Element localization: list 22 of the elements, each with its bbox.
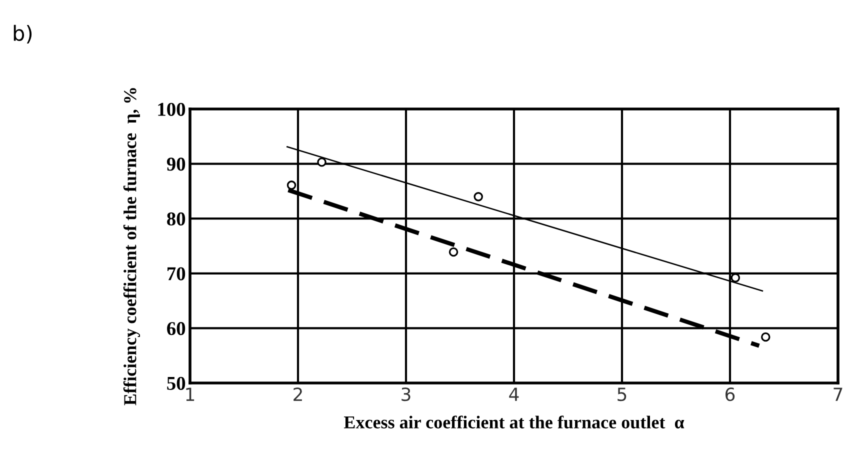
point bbox=[730, 273, 740, 282]
y-tick-label: 90 bbox=[166, 158, 186, 171]
x-tick-label: 3 bbox=[402, 387, 410, 402]
point bbox=[761, 332, 770, 342]
point bbox=[317, 158, 326, 167]
x-axis-title: Excess air coefficient at the furnace outlet α bbox=[344, 416, 684, 428]
x-tick-label: 2 bbox=[294, 387, 302, 401]
text: b) bbox=[14, 24, 32, 44]
y-tick-label: 50 bbox=[167, 376, 186, 390]
x-tick-label: 7 bbox=[834, 388, 842, 401]
x-tick-label: 1 bbox=[186, 388, 194, 401]
y-tick-label: 100 bbox=[158, 102, 186, 116]
y-tick-label: 70 bbox=[168, 267, 186, 280]
point bbox=[286, 180, 296, 190]
x-tick-label: 5 bbox=[618, 388, 626, 402]
point bbox=[474, 192, 483, 202]
x-tick-label: 6 bbox=[726, 387, 735, 402]
y-tick-label: 80 bbox=[167, 212, 186, 226]
point bbox=[448, 247, 458, 257]
y-axis-title: Efficiency coefficient of the furnace η, % bbox=[123, 88, 140, 406]
y-tick-label: 60 bbox=[167, 322, 186, 336]
x-tick-label: 4 bbox=[509, 388, 519, 401]
